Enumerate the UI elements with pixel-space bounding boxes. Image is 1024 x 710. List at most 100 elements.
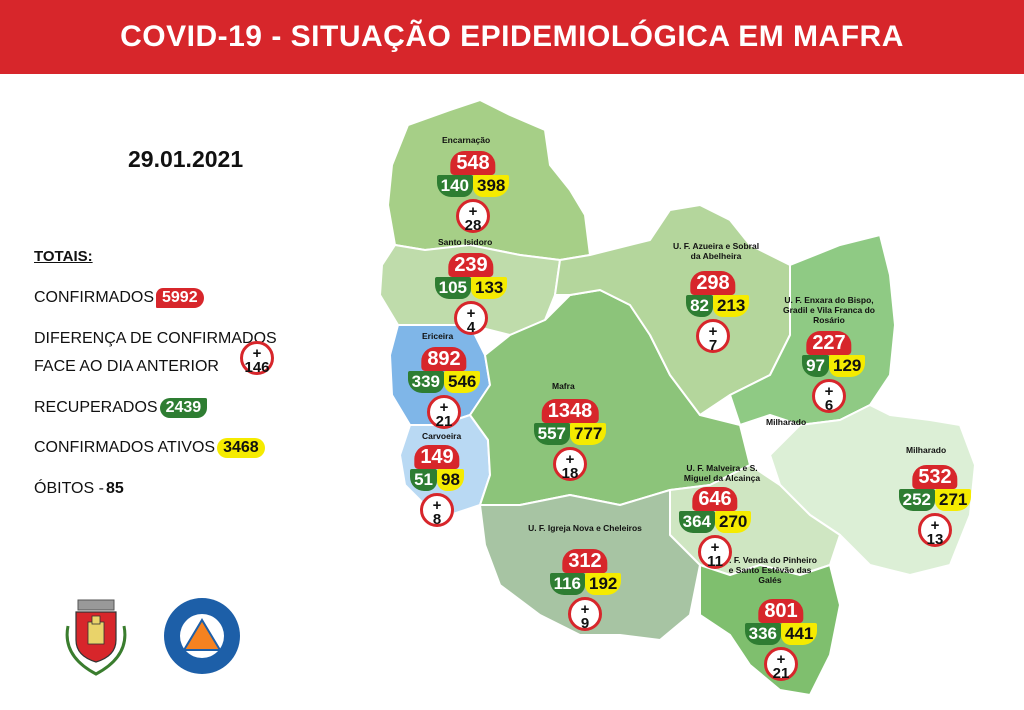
diff-badge: +4	[454, 301, 488, 335]
diff-value: 11	[707, 553, 723, 570]
recovered-value: 336	[744, 623, 781, 645]
plus-icon: +	[466, 305, 476, 322]
recovered-value: 364	[678, 511, 715, 533]
parish-stats-ericeira: 892 339 546 +21	[389, 347, 499, 447]
report-date: 29.01.2021	[128, 146, 244, 172]
diff-value: 6	[824, 397, 834, 414]
totals-deaths-value: 85	[105, 480, 124, 497]
confirmed-value: 892	[421, 347, 467, 371]
page-header: COVID-19 - SITUAÇÃO EPIDEMIOLÓGICA EM MA…	[0, 0, 1024, 74]
parish-stats-milharado: 532 252 271 +13	[880, 465, 990, 565]
diff-value: 28	[464, 217, 482, 234]
active-value: 441	[781, 623, 818, 645]
municipio-crest-icon	[65, 599, 127, 676]
confirmed-value: 1348	[541, 399, 599, 423]
totals-deaths-label: ÓBITOS -	[34, 480, 104, 497]
parish-stats-azueira: 298 82 213 +7	[658, 271, 768, 371]
parish-label-igreja-nova: U. F. Igreja Nova e Cheleiros	[528, 523, 642, 533]
parish-stats-enxara: 227 97 129 +6	[774, 331, 884, 431]
diff-value: 7	[708, 337, 718, 354]
confirmed-value: 312	[562, 549, 608, 573]
plus-icon: +	[708, 323, 718, 340]
parish-stats-encarnacao: 548 140 398 +28	[418, 151, 528, 251]
parish-label-venda-pinheiro: U. F. Venda do Pinheiro e Santo Estêvão …	[723, 555, 817, 585]
parish-label-milharado: Milharado	[906, 445, 947, 455]
diff-badge: +18	[553, 447, 587, 481]
parish-label-encarnacao: Encarnação	[442, 135, 491, 145]
totals-confirmed-value: 5992	[156, 288, 204, 308]
parish-label-milharado-2: Milharado	[766, 417, 807, 427]
mafra-map: Encarnação Santo Isidoro Ericeira Carvoe…	[370, 95, 990, 705]
logos	[62, 596, 262, 685]
recovered-value: 252	[898, 489, 935, 511]
totals-recovered-value: 2439	[159, 398, 208, 418]
parish-stats-carvoeira: 149 51 98 +8	[382, 445, 492, 545]
active-value: 777	[570, 423, 607, 445]
diff-value: 21	[772, 665, 790, 682]
confirmed-value: 149	[414, 445, 460, 469]
diff-value: 18	[561, 465, 579, 482]
confirmed-value: 532	[912, 465, 958, 489]
parish-stats-santo-isidoro: 239 105 133 +4	[416, 253, 526, 353]
diff-badge: +13	[918, 513, 952, 547]
parish-label-mafra: Mafra	[552, 381, 575, 391]
totals-diff-text-1: DIFERENÇA DE CONFIRMADOS	[34, 330, 277, 347]
diff-badge: +11	[698, 535, 732, 569]
logos-svg	[65, 598, 240, 676]
active-value: 129	[829, 355, 866, 377]
active-value: 213	[713, 295, 750, 317]
recovered-value: 140	[436, 175, 473, 197]
parish-label-malveira: U. F. Malveira e S. Miguel da Alcainça	[683, 463, 761, 483]
diff-badge: +28	[456, 199, 490, 233]
totals-recovered-row: RECUPERADOS 2439	[34, 398, 208, 418]
totals-active-label: CONFIRMADOS ATIVOS	[34, 439, 216, 456]
diff-badge: +8	[420, 493, 454, 527]
active-value: 546	[444, 371, 481, 393]
parish-stats-venda-pinheiro: 801 336 441 +21	[726, 599, 836, 699]
active-value: 271	[935, 489, 972, 511]
active-value: 270	[715, 511, 752, 533]
confirmed-value: 227	[806, 331, 852, 355]
totals-active-row: CONFIRMADOS ATIVOS 3468	[34, 438, 265, 458]
parish-label-ericeira: Ericeira	[422, 331, 454, 341]
plus-icon: +	[710, 539, 720, 556]
recovered-value: 116	[549, 573, 585, 595]
totals-diff-label-2: FACE AO DIA ANTERIOR	[34, 358, 219, 376]
diff-value: 9	[580, 615, 590, 632]
active-value: 192	[585, 573, 622, 595]
page-title: COVID-19 - SITUAÇÃO EPIDEMIOLÓGICA EM MA…	[120, 20, 904, 53]
parish-stats-igreja-nova: 312 116 192 +9	[530, 549, 640, 649]
diff-value: 4	[466, 319, 476, 336]
totals-diff-badge: + 146	[240, 341, 274, 375]
confirmed-value: 801	[758, 599, 804, 623]
parish-stats-mafra: 1348 557 777 +18	[515, 399, 625, 499]
totals-confirmed-row: CONFIRMADOS 5992	[34, 288, 204, 308]
recovered-value: 557	[533, 423, 570, 445]
recovered-value: 339	[407, 371, 444, 393]
protecao-civil-icon	[164, 598, 240, 674]
totals-active-value: 3468	[217, 438, 265, 458]
plus-icon: +	[930, 517, 940, 534]
totals-diff-label-1: DIFERENÇA DE CONFIRMADOS	[34, 330, 277, 348]
plus-icon: +	[824, 383, 834, 400]
diff-badge: +6	[812, 379, 846, 413]
plus-icon: +	[580, 601, 590, 618]
diff-value: 21	[435, 413, 453, 430]
diff-value: 8	[432, 511, 442, 528]
totals-confirmed-label: CONFIRMADOS	[34, 289, 154, 306]
totals-diff-text-2: FACE AO DIA ANTERIOR	[34, 358, 219, 375]
plus-icon: +	[252, 345, 262, 362]
recovered-value: 97	[802, 355, 829, 377]
parish-stats-malveira: 646 364 270 +11	[660, 487, 770, 587]
parish-label-azueira: U. F. Azueira e Sobral da Abelheira	[672, 241, 760, 261]
plus-icon: +	[565, 451, 575, 468]
confirmed-value: 239	[448, 253, 494, 277]
confirmed-value: 298	[690, 271, 736, 295]
active-value: 398	[473, 175, 510, 197]
plus-icon: +	[468, 203, 478, 220]
active-value: 98	[437, 469, 464, 491]
plus-icon: +	[776, 651, 786, 668]
parish-label-santo-isidoro: Santo Isidoro	[438, 237, 493, 247]
active-value: 133	[471, 277, 508, 299]
totals-recovered-label: RECUPERADOS	[34, 399, 158, 416]
